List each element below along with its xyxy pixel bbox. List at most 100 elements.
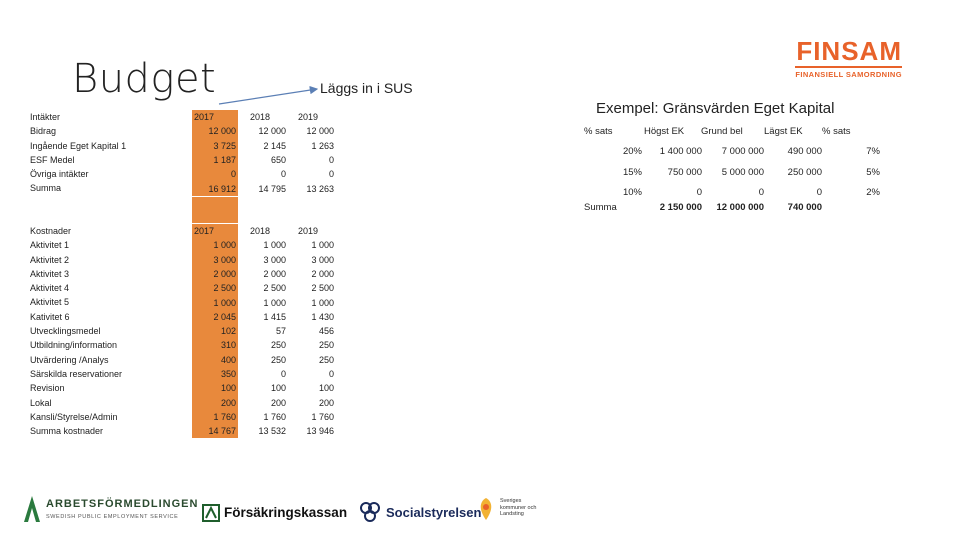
finsam-wordmark: FINSAM <box>796 36 902 66</box>
income-cell: 3 725 <box>213 140 236 151</box>
income-year-header: 2019 <box>298 112 319 122</box>
income-cell: 1 263 <box>311 140 334 151</box>
gap-highlight <box>192 197 238 223</box>
costs-label: Utvecklingsmedel <box>30 326 101 337</box>
example-cell: 0 <box>758 187 764 198</box>
income-cell: 650 <box>270 154 286 165</box>
income-label: Summa <box>30 183 62 194</box>
example-cell: 7% <box>866 146 880 157</box>
costs-label: Summa kostnader <box>30 426 104 437</box>
income-cell: 16 912 <box>208 183 236 194</box>
costs-cell: 3 000 <box>213 254 236 265</box>
costs-label: Aktivitet 3 <box>30 268 70 279</box>
costs-label: Aktivitet 2 <box>30 254 70 265</box>
costs-label: Särskilda reservationer <box>30 368 123 379</box>
costs-label: Lokal <box>30 397 52 408</box>
af-emblem-icon <box>24 496 40 522</box>
income-cell: 0 <box>230 169 236 180</box>
example-cell: 15% <box>622 166 642 178</box>
income-cell: 0 <box>280 169 286 180</box>
costs-cell: 1 000 <box>311 297 334 308</box>
example-header: % sats <box>822 126 851 137</box>
costs-cell: 1 000 <box>263 240 286 251</box>
costs-year-header: 2017 <box>194 226 215 236</box>
fk-name: Försäkringskassan <box>224 505 348 520</box>
costs-cell: 2 500 <box>213 283 236 294</box>
example-cell: 20% <box>622 146 642 157</box>
costs-cell: 2 500 <box>263 283 286 294</box>
income-cell: 12 000 <box>258 126 286 137</box>
example-sum-cell: 740 000 <box>787 202 822 213</box>
income-label: Ingående Eget Kapital 1 <box>30 140 127 151</box>
income-cell: 14 795 <box>258 183 286 194</box>
income-cell: 12 000 <box>208 126 236 137</box>
income-year-header: 2017 <box>194 112 215 122</box>
costs-cell: 250 <box>270 354 286 365</box>
costs-cell: 1 430 <box>311 311 334 322</box>
slide-title: Budget <box>72 56 217 102</box>
costs-label: Utbildning/information <box>30 340 118 351</box>
cost-labels: Kostnader Aktivitet 1 Aktivitet 2 Aktivitet… <box>30 224 122 438</box>
example-cell: 5 000 000 <box>721 166 764 178</box>
income-label: ESF Medel <box>30 154 75 165</box>
finsam-tagline: FINANSIELL SAMORDNING <box>795 70 902 79</box>
costs-cell: 1 000 <box>311 240 334 251</box>
costs-cell: 2 000 <box>213 268 236 279</box>
example-cell: 490 000 <box>787 146 822 157</box>
costs-2017-highlight <box>192 224 238 438</box>
sus-note: Läggs in i SUS <box>320 80 413 96</box>
costs-year-header: 2019 <box>298 226 319 236</box>
costs-cell: 1 000 <box>213 297 236 308</box>
costs-cell: 13 532 <box>258 426 286 437</box>
example-cell: 7 000 000 <box>721 146 764 157</box>
fk-emblem-icon <box>202 504 220 522</box>
costs-cell: 200 <box>270 397 286 408</box>
ss-emblem-icon <box>360 502 380 522</box>
costs-year-header: 2018 <box>250 226 271 236</box>
income-label: Övriga intäkter <box>30 169 89 180</box>
costs-cell: 200 <box>220 397 236 408</box>
costs-cell: 250 <box>318 340 334 351</box>
costs-cell: 3 000 <box>311 254 334 265</box>
example-title: Exempel: Gränsvärden Eget Kapital <box>596 100 835 117</box>
example-cell: 250 000 <box>787 166 822 178</box>
costs-cell: 200 <box>318 397 334 408</box>
costs-label: Revision <box>30 383 65 394</box>
ss-name: Socialstyrelsen <box>386 505 482 520</box>
costs-label: Kativitet 6 <box>30 311 70 322</box>
costs-cell: 13 946 <box>306 426 334 437</box>
costs-cell: 2 000 <box>311 268 334 279</box>
costs-cell: 14 767 <box>208 426 236 437</box>
example-cell: 0 <box>816 187 822 198</box>
income-cell: 13 263 <box>306 183 334 194</box>
costs-label: Utvärdering /Analys <box>30 354 109 365</box>
income-cell: 2 145 <box>263 140 286 151</box>
costs-cell: 310 <box>220 340 236 351</box>
costs-cell: 100 <box>270 383 286 394</box>
costs-label: Kostnader <box>30 226 72 236</box>
income-label: Intäkter <box>30 112 61 122</box>
example-sum-cell: 12 000 000 <box>716 202 764 213</box>
costs-cell: 1 760 <box>263 411 286 422</box>
costs-cell: 456 <box>318 326 334 337</box>
costs-cell: 250 <box>270 340 286 351</box>
costs-cell: 100 <box>220 383 236 394</box>
costs-cell: 100 <box>318 383 334 394</box>
finsam-logo: FINSAM FINANSIELL SAMORDNING <box>795 38 902 79</box>
example-cell: 2% <box>866 187 880 198</box>
costs-label: Aktivitet 5 <box>30 297 70 308</box>
costs-cell: 250 <box>318 354 334 365</box>
income-cell: 12 000 <box>306 126 334 137</box>
costs-label: Aktivitet 1 <box>30 240 70 251</box>
income-2017-highlight <box>192 110 238 196</box>
costs-label: Kansli/Styrelse/Admin <box>30 411 118 422</box>
income-cell: 0 <box>328 169 334 180</box>
example-header: Högst EK <box>644 126 685 137</box>
af-sub: SWEDISH PUBLIC EMPLOYMENT SERVICE <box>46 514 179 520</box>
af-name: ARBETSFÖRMEDLINGEN <box>46 498 199 510</box>
costs-cell: 350 <box>220 369 236 379</box>
costs-cell: 102 <box>220 326 236 337</box>
costs-cell: 57 <box>275 326 286 337</box>
costs-cell: 1 760 <box>213 411 236 422</box>
arrow-icon <box>218 85 319 105</box>
